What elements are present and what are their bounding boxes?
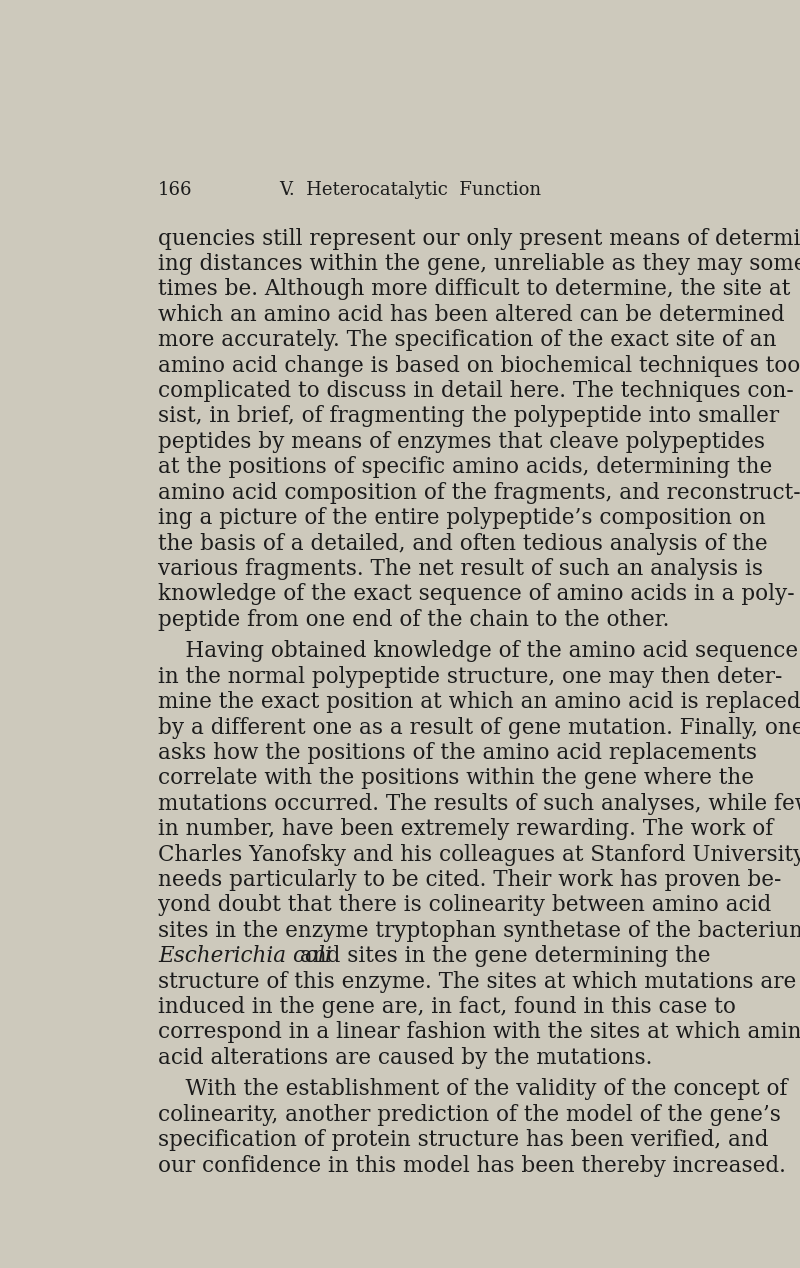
Text: more accurately. The specification of the exact site of an: more accurately. The specification of th… <box>158 330 777 351</box>
Text: our confidence in this model has been thereby increased.: our confidence in this model has been th… <box>158 1155 786 1177</box>
Text: peptides by means of enzymes that cleave polypeptides: peptides by means of enzymes that cleave… <box>158 431 765 453</box>
Text: in the normal polypeptide structure, one may then deter-: in the normal polypeptide structure, one… <box>158 666 782 687</box>
Text: correlate with the positions within the gene where the: correlate with the positions within the … <box>158 767 754 790</box>
Text: quencies still represent our only present means of determin-: quencies still represent our only presen… <box>158 228 800 250</box>
Text: knowledge of the exact sequence of amino acids in a poly-: knowledge of the exact sequence of amino… <box>158 583 794 605</box>
Text: induced in the gene are, in fact, found in this case to: induced in the gene are, in fact, found … <box>158 997 736 1018</box>
Text: structure of this enzyme. The sites at which mutations are: structure of this enzyme. The sites at w… <box>158 971 796 993</box>
Text: V.  Heterocatalytic  Function: V. Heterocatalytic Function <box>279 181 541 199</box>
Text: at the positions of specific amino acids, determining the: at the positions of specific amino acids… <box>158 456 772 478</box>
Text: complicated to discuss in detail here. The techniques con-: complicated to discuss in detail here. T… <box>158 380 794 402</box>
Text: in number, have been extremely rewarding. The work of: in number, have been extremely rewarding… <box>158 818 774 841</box>
Text: needs particularly to be cited. Their work has proven be-: needs particularly to be cited. Their wo… <box>158 869 782 891</box>
Text: Charles Yanofsky and his colleagues at Stanford University: Charles Yanofsky and his colleagues at S… <box>158 843 800 866</box>
Text: asks how the positions of the amino acid replacements: asks how the positions of the amino acid… <box>158 742 757 765</box>
Text: specification of protein structure has been verified, and: specification of protein structure has b… <box>158 1130 769 1151</box>
Text: amino acid change is based on biochemical techniques too: amino acid change is based on biochemica… <box>158 355 800 377</box>
Text: Escherichia coli: Escherichia coli <box>158 945 332 967</box>
Text: mine the exact position at which an amino acid is replaced: mine the exact position at which an amin… <box>158 691 800 713</box>
Text: With the establishment of the validity of the concept of: With the establishment of the validity o… <box>158 1079 788 1101</box>
Text: ing a picture of the entire polypeptide’s composition on: ing a picture of the entire polypeptide’… <box>158 507 766 529</box>
Text: sites in the enzyme tryptophan synthetase of the bacterium: sites in the enzyme tryptophan synthetas… <box>158 919 800 942</box>
Text: 166: 166 <box>158 181 193 199</box>
Text: correspond in a linear fashion with the sites at which amino: correspond in a linear fashion with the … <box>158 1022 800 1044</box>
Text: various fragments. The net result of such an analysis is: various fragments. The net result of suc… <box>158 558 763 579</box>
Text: Having obtained knowledge of the amino acid sequence: Having obtained knowledge of the amino a… <box>158 640 798 662</box>
Text: by a different one as a result of gene mutation. Finally, one: by a different one as a result of gene m… <box>158 716 800 738</box>
Text: and sites in the gene determining the: and sites in the gene determining the <box>293 945 710 967</box>
Text: which an amino acid has been altered can be determined: which an amino acid has been altered can… <box>158 304 785 326</box>
Text: peptide from one end of the chain to the other.: peptide from one end of the chain to the… <box>158 609 670 630</box>
Text: colinearity, another prediction of the model of the gene’s: colinearity, another prediction of the m… <box>158 1104 781 1126</box>
Text: the basis of a detailed, and often tedious analysis of the: the basis of a detailed, and often tedio… <box>158 533 768 554</box>
Text: amino acid composition of the fragments, and reconstruct-: amino acid composition of the fragments,… <box>158 482 800 503</box>
Text: sist, in brief, of fragmenting the polypeptide into smaller: sist, in brief, of fragmenting the polyp… <box>158 406 779 427</box>
Text: times be. Although more difficult to determine, the site at: times be. Although more difficult to det… <box>158 279 790 301</box>
Text: acid alterations are caused by the mutations.: acid alterations are caused by the mutat… <box>158 1047 653 1069</box>
Text: mutations occurred. The results of such analyses, while few: mutations occurred. The results of such … <box>158 792 800 815</box>
Text: yond doubt that there is colinearity between amino acid: yond doubt that there is colinearity bet… <box>158 894 771 917</box>
Text: ing distances within the gene, unreliable as they may some-: ing distances within the gene, unreliabl… <box>158 254 800 275</box>
